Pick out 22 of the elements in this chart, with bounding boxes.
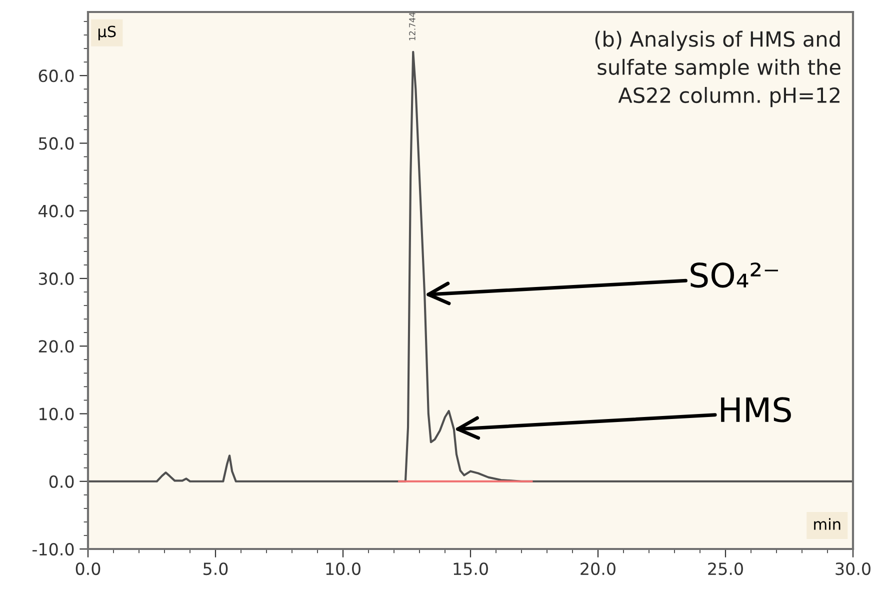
y-tick-label: 50.0 [38,137,74,150]
annotation: SO₄²⁻ [690,262,778,288]
text: (b) Analysis of HMS and sulfate sample with the AS22 column. pH=12 [595,30,840,108]
x-tick-label: 0.0 [76,562,100,576]
x-tick-label: 10.0 [326,562,360,576]
y-tick-label: -10.0 [32,542,74,556]
x-tick-label: 5.0 [204,562,228,576]
y-tick-label: 10.0 [40,408,74,420]
y-tick-label: 40.0 [38,204,74,218]
y-tick-label: 20.0 [38,340,74,353]
y-tick-label: 60.0 [38,70,74,82]
x-tick-label: 20.0 [580,562,616,576]
x-tick-label: 25.0 [708,562,743,576]
line-series [88,50,853,482]
x-axis-title: min [814,518,840,530]
annotation: HMS [721,397,791,422]
y-axis-title: µS [98,26,116,40]
x-tick-label: 30.0 [836,562,870,576]
y-tick-label: 30.0 [38,272,74,286]
annotation: 12.744 [409,12,416,40]
y-tick-label: 0.0 [49,475,74,488]
x-tick-label: 15.0 [454,562,488,576]
